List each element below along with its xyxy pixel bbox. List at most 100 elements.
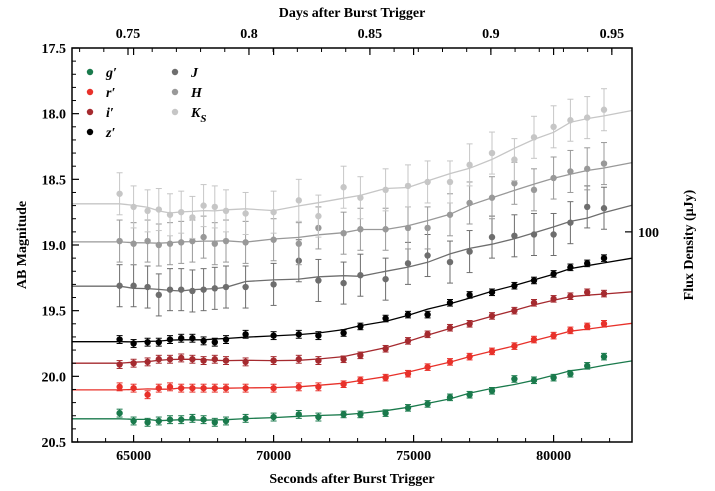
data-point [144, 358, 151, 366]
data-point [382, 409, 389, 417]
data-point [116, 190, 123, 197]
data-point [530, 231, 538, 238]
data-point [488, 233, 496, 241]
data-point [130, 240, 137, 247]
data-point [466, 391, 473, 398]
data-point [211, 285, 218, 292]
data-point [446, 299, 454, 306]
data-point [550, 270, 557, 278]
data-point [200, 286, 207, 293]
data-point [340, 411, 347, 418]
data-point [178, 384, 185, 392]
legend-marker [86, 108, 94, 116]
data-point [567, 370, 574, 377]
data-point [295, 356, 302, 363]
data-point [424, 224, 431, 232]
data-point [382, 374, 389, 381]
legend-label: r′ [106, 86, 115, 101]
data-point [222, 336, 230, 343]
data-point [211, 356, 218, 363]
data-point [446, 394, 454, 401]
data-point [357, 352, 364, 359]
data-point [189, 356, 196, 363]
data-point [382, 345, 389, 352]
data-point [424, 400, 431, 408]
data-point [466, 291, 473, 299]
data-point [178, 416, 185, 423]
data-point [144, 419, 151, 426]
data-point [270, 332, 277, 339]
data-point [340, 381, 347, 388]
data-point [382, 315, 389, 322]
legend-label: i′ [106, 106, 114, 121]
data-point [446, 211, 454, 218]
y-tick-label: 20.0 [42, 370, 67, 385]
top-x-tick-label: 0.8 [240, 27, 258, 42]
y-tick-label: 18.0 [42, 108, 67, 123]
data-point [200, 384, 207, 392]
data-point [357, 194, 364, 201]
data-point [404, 260, 412, 267]
data-point [295, 383, 302, 391]
data-point [211, 338, 218, 346]
x-tick-label: 65000 [116, 449, 151, 464]
data-point [584, 165, 591, 173]
data-point [466, 248, 473, 255]
data-point [116, 336, 123, 343]
data-point [295, 240, 302, 247]
data-points [116, 88, 608, 427]
data-point [340, 356, 347, 363]
data-point [357, 377, 364, 384]
data-point [200, 337, 207, 345]
data-point [357, 272, 364, 279]
data-point [424, 311, 431, 318]
data-point [424, 252, 431, 259]
legend-marker [171, 68, 179, 76]
data-point [315, 277, 322, 284]
data-point [270, 208, 277, 216]
data-point [166, 211, 174, 218]
data-point [584, 114, 591, 121]
data-point [155, 241, 162, 249]
right-y-tick-label: 100 [638, 226, 659, 241]
data-point [211, 203, 218, 211]
data-point [340, 279, 347, 287]
data-point [488, 289, 496, 296]
data-point [130, 282, 137, 289]
legend-marker [171, 88, 179, 96]
data-point [550, 231, 557, 238]
data-point [404, 182, 412, 190]
data-point [144, 207, 151, 215]
data-point [178, 208, 185, 216]
x-tick-label: 70000 [256, 449, 291, 464]
legend-label: J [190, 66, 199, 81]
data-point [424, 363, 431, 371]
top-x-tick-label: 0.85 [358, 27, 383, 42]
data-point [200, 357, 207, 364]
data-point [178, 354, 185, 362]
data-point [270, 281, 277, 288]
data-point [530, 377, 538, 384]
data-point [382, 186, 389, 194]
data-point [166, 383, 174, 391]
y-tick-label: 17.5 [42, 42, 67, 57]
data-point [424, 178, 431, 186]
data-point [511, 156, 518, 163]
data-point [200, 202, 207, 209]
data-point [130, 203, 137, 211]
data-point [600, 320, 608, 327]
data-point [222, 207, 230, 215]
data-point [200, 416, 207, 423]
fit-line-6 [72, 109, 633, 214]
data-point [567, 327, 574, 334]
data-point [424, 331, 431, 338]
top-axis-title: Days after Burst Trigger [279, 6, 426, 21]
data-point [404, 311, 412, 318]
data-point [222, 237, 230, 245]
data-point [466, 353, 473, 360]
data-point [446, 324, 454, 331]
data-point [178, 239, 185, 246]
data-point [155, 338, 162, 346]
data-point [130, 417, 137, 425]
